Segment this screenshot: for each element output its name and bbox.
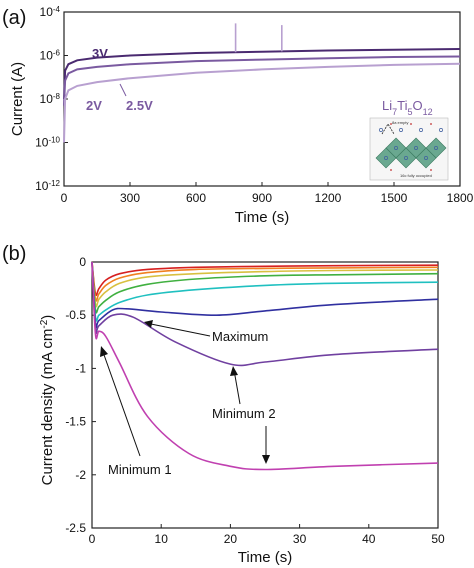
chart-a-xlabel: Time (s)	[235, 209, 289, 226]
y-tick-label-a: 10-12	[35, 179, 60, 194]
x-tick-label-a: 900	[252, 191, 272, 205]
chart-b-xlabel: Time (s)	[238, 549, 292, 566]
x-tick-label-b: 0	[89, 532, 96, 546]
series-label-2v: 2V	[86, 98, 102, 113]
chart-b: 0 10 20 30 40 50 0 -0.5 -1 -1.5 -2 -2.5 Time (s) Cu…	[39, 255, 445, 566]
x-tick-label-b: 40	[362, 532, 376, 546]
y-tick-label-b: -1.5	[65, 415, 86, 429]
inset-diamonds	[375, 137, 447, 169]
minimum-2-arrowhead	[230, 366, 238, 376]
series-line-b-0	[91, 261, 439, 297]
chart-a-series	[63, 23, 461, 143]
x-tick-label-a: 1200	[315, 191, 342, 205]
inset-dots	[390, 123, 432, 171]
x-tick-label-a: 600	[186, 191, 206, 205]
chart-b-series	[91, 261, 439, 471]
minimum-1-label: Minimum 1	[108, 462, 172, 477]
annotation-minimum-2: Minimum 2	[212, 366, 276, 464]
maximum-arrow	[145, 322, 211, 337]
minimum-2-down-arrowhead	[262, 455, 270, 464]
y-tick-label-a: 10-10	[35, 135, 60, 150]
annotation-maximum: Maximum	[144, 320, 268, 344]
series-line-b-1	[91, 261, 439, 302]
x-tick-label-b: 30	[293, 532, 307, 546]
x-tick-label-a: 1500	[381, 191, 408, 205]
maximum-label: Maximum	[212, 329, 268, 344]
x-tick-label-b: 50	[431, 532, 445, 546]
chart-a-ylabel: Current (A)	[9, 62, 26, 136]
minimum-2-arrow	[233, 369, 241, 405]
y-tick-label-b: -0.5	[65, 308, 86, 322]
series-line-b-7	[91, 261, 439, 471]
inset-atoms	[379, 128, 443, 160]
compound-label: Li7Ti5O12	[382, 98, 433, 117]
minimum-1-arrowhead	[100, 346, 108, 357]
y-tick-label-a: 10-6	[40, 48, 61, 63]
maximum-arrowhead	[144, 320, 153, 328]
crystal-structure-inset: 8a empty 16c fully occupied	[369, 117, 449, 181]
annotation-minimum-1: Minimum 1	[100, 346, 172, 477]
y-tick-label-a: 10-8	[40, 92, 61, 107]
series-line-b-3	[91, 261, 439, 314]
series-label-2-5v: 2.5V	[126, 98, 153, 113]
y-tick-label-b: -2	[75, 468, 86, 482]
inset-label-top: 8a empty	[392, 120, 408, 125]
series-label-2-5v-pointer	[119, 83, 127, 97]
chart-b-frame	[91, 261, 439, 529]
x-tick-label-a: 300	[120, 191, 140, 205]
y-tick-label-b: -1	[75, 361, 86, 375]
inset-label-bottom: 16c fully occupied	[400, 173, 432, 178]
x-tick-label-a: 0	[61, 191, 68, 205]
x-tick-label-a: 1800	[447, 191, 474, 205]
series-label-3v: 3V	[92, 46, 108, 61]
y-tick-label-a: 10-4	[40, 5, 61, 20]
panel-a-letter: (a)	[2, 7, 26, 29]
series-line-b-5	[91, 261, 439, 329]
panel-b-letter: (b)	[2, 243, 26, 265]
series-line-2-5v	[63, 55, 461, 106]
inset-pointer	[381, 123, 395, 135]
series-line-b-2	[91, 261, 439, 308]
y-tick-label-b: -2.5	[65, 521, 86, 535]
chart-b-ylabel: Current density (mA cm-2)	[39, 315, 57, 486]
minimum-1-arrow	[102, 351, 141, 457]
chart-b-ticks: 0 10 20 30 40 50 0 -0.5 -1 -1.5 -2 -2.5	[65, 255, 445, 546]
x-tick-label-b: 20	[224, 532, 238, 546]
series-line-b-6	[91, 261, 439, 367]
series-line-b-4	[91, 261, 439, 322]
series-line-2v	[63, 62, 461, 143]
minimum-2-label: Minimum 2	[212, 406, 276, 421]
chart-a: 0 300 600 900 1200 1500 1800 10-4 10-6 10-8 10-10 1…	[9, 5, 474, 227]
chart-a-ticks: 0 300 600 900 1200 1500 1800 10-4 10-6 10-8 10-10 1…	[35, 5, 474, 206]
y-tick-label-b: 0	[79, 255, 86, 269]
x-tick-label-b: 10	[155, 532, 169, 546]
series-line-3v	[63, 48, 461, 100]
